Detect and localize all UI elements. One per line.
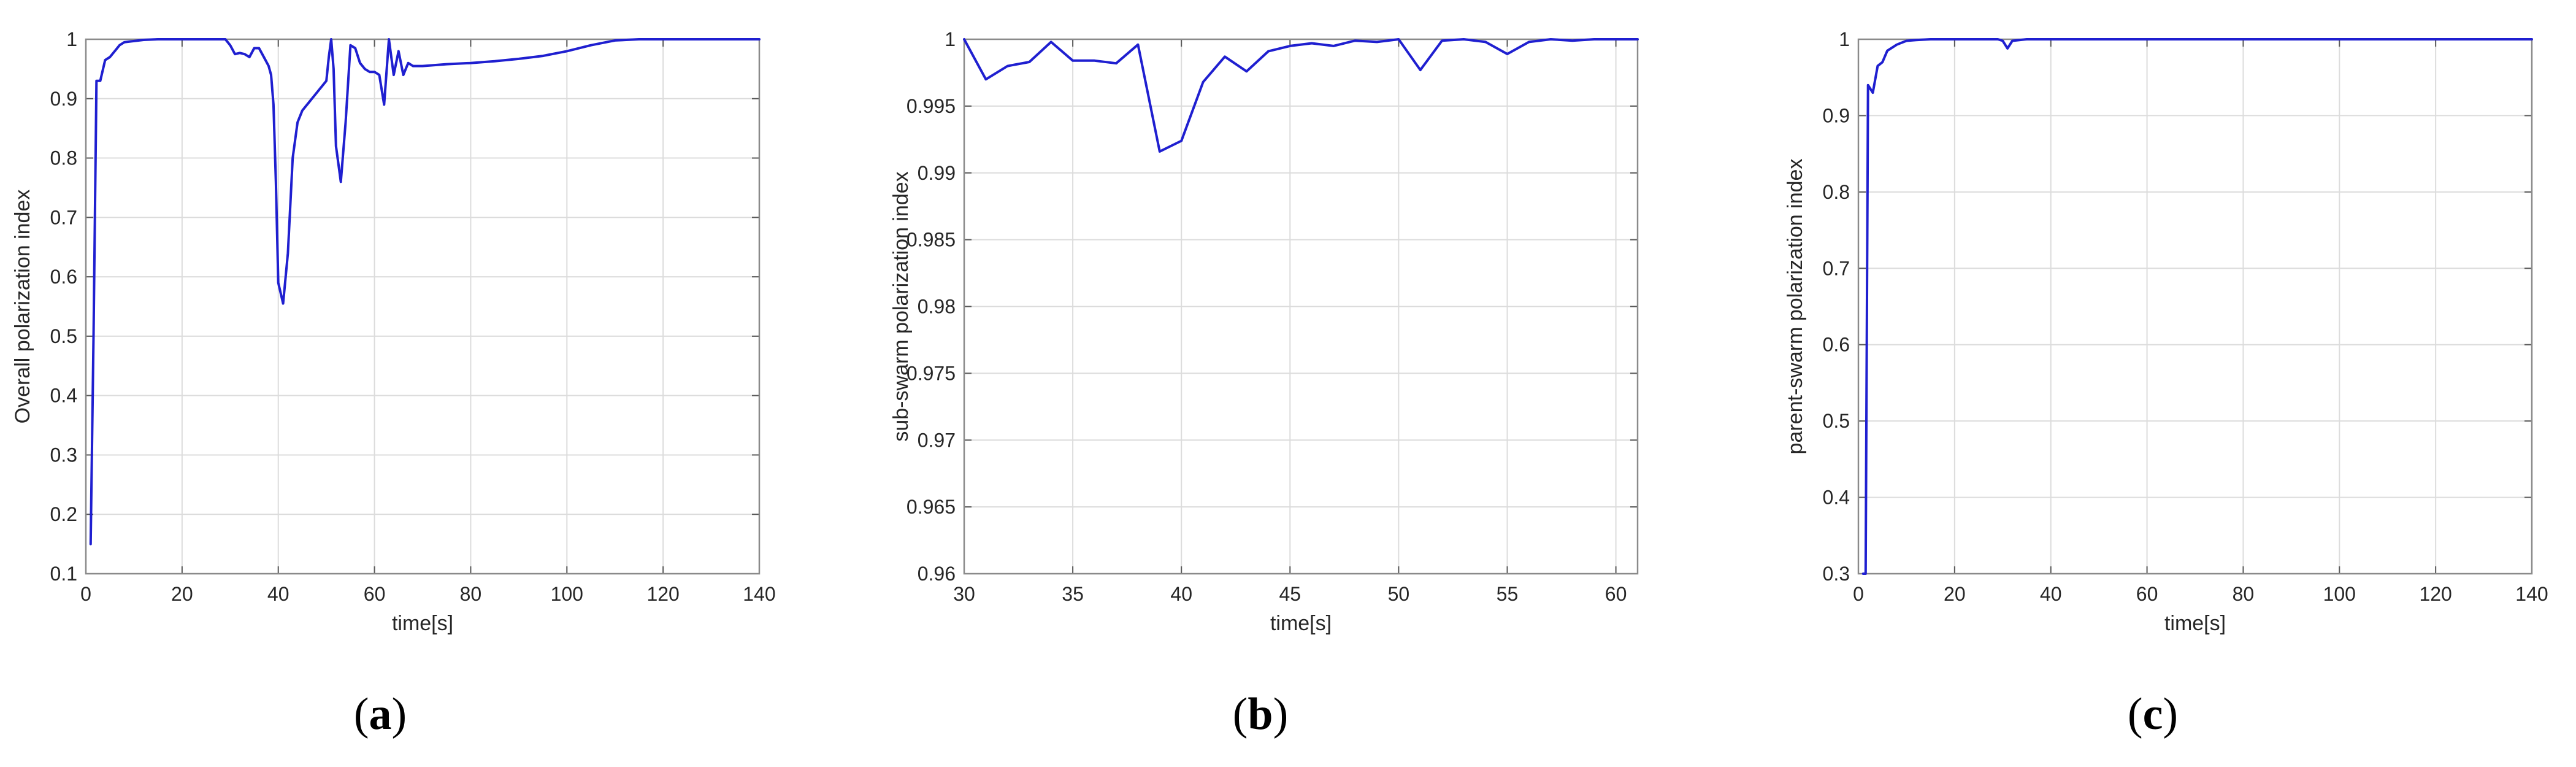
y-tick-label: 0.3 — [50, 444, 77, 466]
caption-close-paren: ) — [392, 689, 407, 739]
x-tick-label: 0 — [1853, 583, 1864, 605]
x-tick-label: 30 — [953, 583, 975, 605]
y-axis-label: Overall polarization index — [11, 190, 34, 424]
caption-close-paren: ) — [2163, 689, 2178, 739]
y-tick-label: 0.9 — [1823, 104, 1850, 126]
x-tick-label: 35 — [1062, 583, 1084, 605]
x-tick-label: 40 — [2040, 583, 2062, 605]
x-tick-label: 140 — [2515, 583, 2548, 605]
y-tick-label: 0.97 — [918, 429, 956, 451]
y-axis-label: sub-swarm polarization index — [889, 171, 913, 441]
chart-panel-c: 0.3 0.4 0.5 0.6 0.7 0.8 0.9 1 0 20 40 60 80 100 120 140… — [1784, 28, 2548, 739]
x-tick-label: 100 — [2323, 583, 2356, 605]
y-tick-label: 0.3 — [1823, 563, 1850, 585]
series-line-b — [963, 38, 1639, 153]
x-tick-label: 40 — [1170, 583, 1192, 605]
y-tick-label: 0.5 — [50, 325, 77, 347]
y-tick-label: 0.965 — [907, 496, 956, 518]
x-tick-label: 45 — [1279, 583, 1301, 605]
y-tick-label: 1 — [1839, 28, 1850, 50]
series-line-a — [89, 38, 761, 545]
panel-caption: (a) — [354, 689, 407, 739]
x-tick-label: 20 — [1944, 583, 1966, 605]
x-tick-label: 0 — [80, 583, 91, 605]
x-tick-label: 120 — [646, 583, 679, 605]
caption-open-paren: ( — [354, 689, 369, 739]
plot-frame — [1857, 38, 2533, 575]
series-line-c — [1861, 38, 2533, 575]
y-tick-label: 0.6 — [50, 266, 77, 288]
x-tick-label: 50 — [1388, 583, 1410, 605]
y-tick-label: 0.4 — [50, 385, 77, 407]
x-tick-label: 20 — [171, 583, 193, 605]
caption-close-paren: ) — [1273, 689, 1289, 739]
y-tick-label: 0.4 — [1823, 487, 1850, 509]
y-tick-label: 0.7 — [1823, 257, 1850, 279]
x-tick-label: 120 — [2419, 583, 2451, 605]
plot-frame — [963, 38, 1639, 575]
y-tick-label: 0.9 — [50, 88, 77, 110]
x-tick-label: 80 — [2233, 583, 2255, 605]
x-axis-label: time[s] — [1270, 612, 1332, 635]
chart-panel-b: 0.96 0.965 0.97 0.975 0.98 0.985 0.99 0.995 1 30 3… — [889, 28, 1639, 739]
plot-frame — [85, 38, 761, 575]
y-tick-label: 1 — [66, 28, 77, 50]
y-tick-label: 0.985 — [907, 229, 956, 251]
y-tick-label: 0.6 — [1823, 334, 1850, 356]
panel-caption: (b) — [1233, 689, 1288, 739]
y-axis-label: parent-swarm polarization index — [1784, 159, 1807, 455]
y-tick-label: 0.8 — [50, 147, 77, 169]
x-axis-label: time[s] — [2164, 612, 2226, 635]
y-tick-label: 0.96 — [918, 563, 956, 585]
x-axis-label: time[s] — [392, 612, 453, 635]
y-tick-label: 0.98 — [918, 296, 956, 318]
chart-panel-a: 0.1 0.2 0.3 0.4 0.5 0.6 0.7 0.8 0.9 1 0 20 40 60 80 100… — [11, 28, 776, 739]
y-tick-label: 0.2 — [50, 503, 77, 525]
y-tick-label: 0.99 — [918, 162, 956, 184]
x-tick-label: 80 — [460, 583, 482, 605]
x-tick-label: 60 — [364, 583, 386, 605]
y-tick-label: 0.8 — [1823, 181, 1850, 203]
x-tick-label: 140 — [743, 583, 775, 605]
x-tick-label: 55 — [1497, 583, 1519, 605]
y-tick-label: 0.1 — [50, 563, 77, 585]
caption-letter: c — [2143, 689, 2163, 739]
x-tick-label: 60 — [2136, 583, 2158, 605]
caption-open-paren: ( — [2128, 689, 2143, 739]
caption-letter: a — [369, 689, 392, 739]
y-tick-label: 0.975 — [907, 362, 956, 384]
panel-caption: (c) — [2128, 689, 2178, 739]
caption-open-paren: ( — [1233, 689, 1248, 739]
caption-letter: b — [1248, 689, 1273, 739]
x-tick-label: 100 — [551, 583, 583, 605]
y-tick-label: 0.7 — [50, 206, 77, 228]
y-tick-label: 0.5 — [1823, 410, 1850, 432]
x-tick-label: 40 — [267, 583, 289, 605]
x-tick-label: 60 — [1605, 583, 1627, 605]
y-tick-label: 1 — [945, 28, 956, 50]
y-tick-label: 0.995 — [907, 95, 956, 117]
